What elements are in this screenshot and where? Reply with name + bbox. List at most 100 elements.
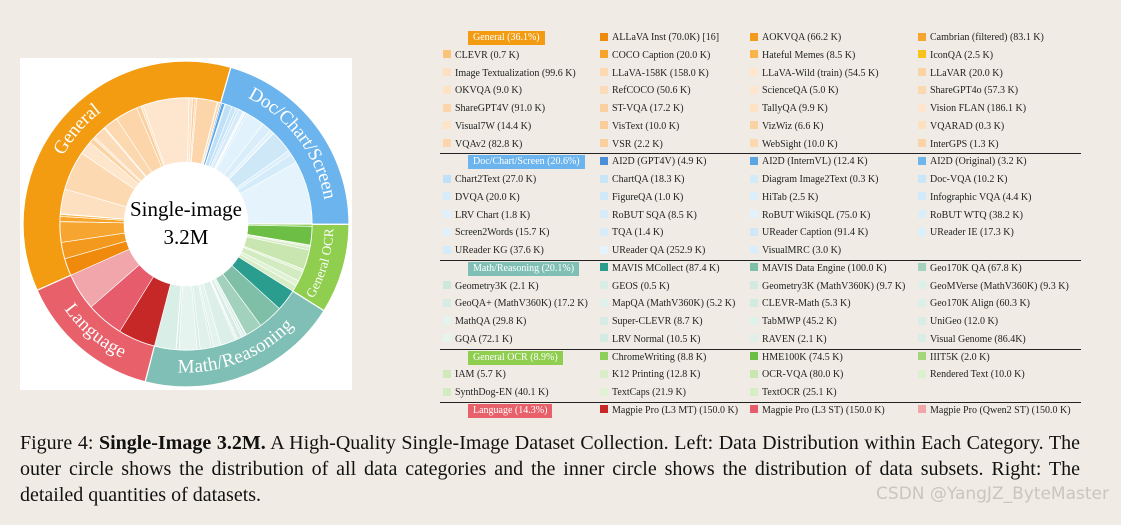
color-swatch — [443, 227, 451, 236]
color-swatch — [443, 192, 451, 201]
dataset-cell: MapQA (MathV360K) (5.2 K) — [600, 298, 735, 310]
dataset-cell: CLEVR-Math (5.3 K) — [750, 298, 851, 310]
dataset-label: ShareGPT4o (57.3 K) — [930, 85, 1019, 97]
dataset-label: Super-CLEVR (8.7 K) — [612, 316, 703, 327]
dataset-label: ChromeWriting (8.8 K) — [612, 351, 707, 363]
color-swatch — [918, 210, 926, 218]
color-swatch — [443, 68, 451, 76]
dataset-label: MapQA (MathV360K) (5.2 K) — [612, 298, 736, 310]
color-swatch — [918, 263, 926, 272]
color-swatch — [443, 334, 451, 343]
color-swatch — [443, 387, 451, 396]
color-swatch — [750, 245, 758, 254]
dataset-cell: UReader IE (17.3 K) — [918, 227, 1014, 239]
dataset-cell: ChartQA (18.3 K) — [600, 174, 685, 186]
dataset-cell: Geo170K QA (67.8 K) — [918, 263, 1022, 275]
color-swatch — [918, 352, 926, 360]
dataset-label: AOKVQA (66.2 K) — [762, 32, 842, 43]
dataset-cell: GQA (72.1 K) — [443, 334, 513, 346]
color-swatch — [918, 139, 926, 147]
dataset-cell: UReader KG (37.6 K) — [443, 245, 544, 257]
center-label: Single-image — [130, 197, 242, 221]
dataset-label: Geometry3K (2.1 K) — [455, 280, 539, 292]
dataset-label: DVQA (20.0 K) — [455, 191, 520, 203]
dataset-label: UReader IE (17.3 K) — [930, 227, 1014, 239]
dataset-cell: LRV Normal (10.5 K) — [600, 334, 700, 346]
color-swatch — [918, 369, 926, 378]
caption-title: Single-Image 3.2M. — [99, 432, 266, 454]
dataset-cell: AI2D (GPT4V) (4.9 K) — [600, 156, 706, 168]
dataset-cell: IconQA (2.5 K) — [918, 50, 993, 62]
group-header: General OCR (8.9%) — [468, 350, 563, 365]
color-swatch — [918, 227, 926, 236]
dataset-cell: TQA (1.4 K) — [600, 227, 663, 239]
dataset-cell: OKVQA (9.0 K) — [443, 85, 522, 97]
dataset-label: Doc-VQA (10.2 K) — [930, 174, 1008, 185]
dataset-cell: ShareGPT4V (91.0 K) — [443, 103, 545, 115]
dataset-cell: VQAv2 (82.8 K) — [443, 139, 522, 151]
dataset-label: Image Textualization (99.6 K) — [455, 67, 576, 79]
dataset-label: Magpie Pro (L3 MT) (150.0 K) — [612, 404, 739, 416]
dataset-cell: HME100K (74.5 K) — [750, 352, 843, 364]
dataset-label: Geo170K Align (60.3 K) — [930, 298, 1030, 310]
dataset-label: Vision FLAN (186.1 K) — [930, 103, 1027, 114]
dataset-label: LRV Normal (10.5 K) — [612, 333, 701, 345]
dataset-cell: Chart2Text (27.0 K) — [443, 174, 536, 186]
dataset-cell: ALLaVA Inst (70.0K) [16] — [600, 32, 719, 44]
dataset-label: FigureQA (1.0 K) — [612, 191, 684, 203]
color-swatch — [600, 369, 608, 378]
dataset-cell: VisText (10.0 K) — [600, 121, 679, 133]
dataset-cell: Super-CLEVR (8.7 K) — [600, 316, 703, 328]
dataset-cell: UniGeo (12.0 K) — [918, 316, 998, 328]
color-swatch — [750, 156, 758, 165]
color-swatch — [750, 405, 758, 414]
dataset-cell: Hateful Memes (8.5 K) — [750, 50, 855, 62]
dataset-label: IconQA (2.5 K) — [930, 49, 994, 61]
dataset-label: OCR-VQA (80.0 K) — [762, 369, 844, 381]
dataset-label: ChartQA (18.3 K) — [612, 174, 685, 185]
dataset-cell: Geometry3K (2.1 K) — [443, 281, 539, 293]
color-swatch — [443, 316, 451, 325]
color-swatch — [750, 192, 758, 201]
dataset-cell: LLaVA-158K (158.0 K) — [600, 68, 709, 80]
dataset-label: UniGeo (12.0 K) — [930, 316, 999, 327]
dataset-cell: SynthDog-EN (40.1 K) — [443, 387, 549, 399]
dataset-cell: InterGPS (1.3 K) — [918, 139, 999, 151]
dataset-cell: LLaVA-Wild (train) (54.5 K) — [750, 68, 879, 80]
dataset-cell: VisualMRC (3.0 K) — [750, 245, 841, 257]
color-swatch — [918, 192, 926, 201]
color-swatch — [750, 68, 758, 76]
dataset-cell: Rendered Text (10.0 K) — [918, 369, 1025, 381]
dataset-cell: WebSight (10.0 K) — [750, 139, 838, 151]
color-swatch — [600, 85, 608, 94]
group-header: Language (14.3%) — [468, 403, 553, 418]
dataset-label: Screen2Words (15.7 K) — [455, 227, 550, 239]
color-swatch — [443, 121, 451, 130]
dataset-label: HME100K (74.5 K) — [762, 351, 843, 363]
color-swatch — [918, 32, 926, 41]
dataset-label: AI2D (InternVL) (12.4 K) — [762, 156, 868, 168]
dataset-label: Visual7W (14.4 K) — [455, 120, 532, 132]
dataset-cell: Visual7W (14.4 K) — [443, 121, 531, 133]
color-swatch — [918, 281, 926, 289]
dataset-cell: RoBUT WikiSQL (75.0 K) — [750, 210, 870, 222]
group-header: Math/Reasoning (20.1%) — [468, 261, 580, 276]
group-separator — [440, 401, 1081, 403]
dataset-cell: Infographic VQA (4.4 K) — [918, 192, 1031, 204]
color-swatch — [918, 174, 926, 183]
dataset-label: ShareGPT4V (91.0 K) — [455, 103, 546, 114]
color-swatch — [443, 369, 451, 378]
color-swatch — [918, 298, 926, 307]
dataset-cell: FigureQA (1.0 K) — [600, 192, 683, 204]
dataset-label: ST-VQA (17.2 K) — [612, 103, 684, 114]
dataset-label: MathQA (29.8 K) — [455, 316, 527, 327]
dataset-label: RAVEN (2.1 K) — [762, 333, 827, 345]
color-swatch — [600, 405, 608, 414]
dataset-label: VSR (2.2 K) — [612, 138, 663, 150]
dataset-label: VQAv2 (82.8 K) — [455, 138, 523, 150]
color-swatch — [918, 68, 926, 76]
color-swatch — [600, 210, 608, 218]
color-swatch — [443, 85, 451, 94]
color-swatch — [750, 139, 758, 147]
dataset-cell: Cambrian (filtered) (83.1 K) — [918, 32, 1044, 44]
